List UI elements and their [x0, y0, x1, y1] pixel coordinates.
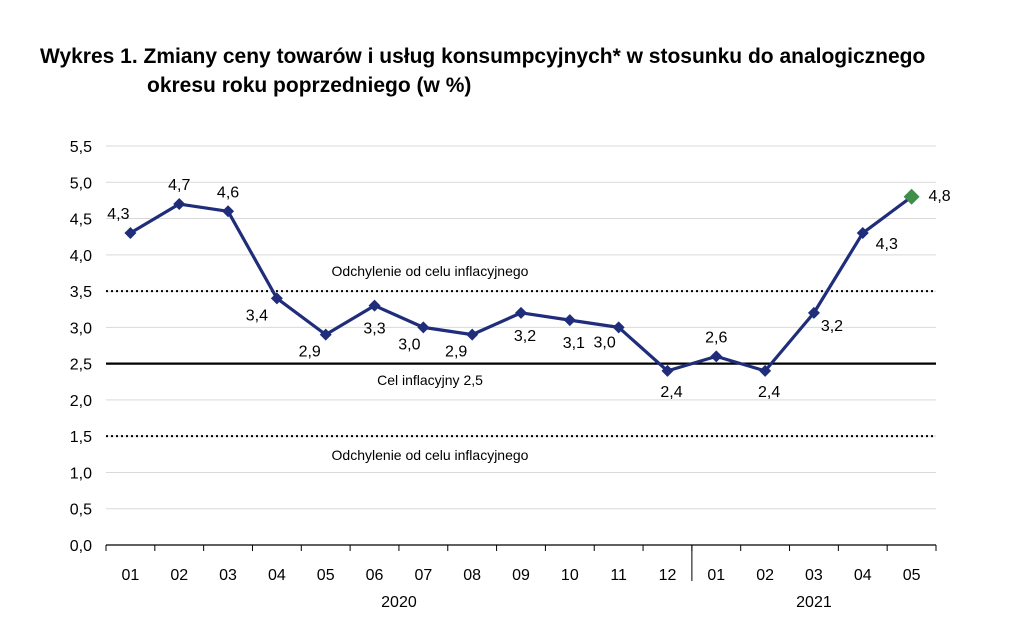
data-label: 3,2: [821, 318, 843, 335]
year-label: 2020: [381, 594, 417, 611]
y-tick-label: 0,5: [70, 502, 92, 519]
inflation-target-label: Cel inflacyjny 2,5: [377, 372, 483, 388]
y-tick-label: 2,0: [70, 393, 92, 410]
data-label: 3,2: [514, 328, 536, 345]
y-tick-label: 5,0: [70, 175, 92, 192]
chart-title: Wykres 1. Zmiany ceny towarów i usług ko…: [40, 42, 1000, 100]
x-tick-label: 09: [512, 567, 530, 584]
data-label: 4,6: [217, 184, 239, 201]
data-point: [807, 306, 820, 319]
data-label: 2,9: [445, 344, 467, 361]
tolerance-band-label: Odchylenie od celu inflacyjnego: [332, 447, 529, 463]
y-tick-label: 1,0: [70, 465, 92, 482]
y-tick-label: 3,5: [70, 284, 92, 301]
data-point: [515, 306, 527, 319]
data-label: 3,3: [363, 321, 385, 338]
x-tick-label: 10: [561, 567, 579, 584]
data-point: [612, 321, 625, 334]
x-tick-label: 05: [903, 567, 921, 584]
data-point: [124, 227, 137, 240]
highlight-point: [903, 188, 920, 205]
y-tick-label: 4,0: [70, 248, 92, 265]
data-label: 2,6: [705, 329, 727, 346]
data-point: [173, 198, 186, 211]
data-point: [466, 328, 479, 341]
data-label: 4,3: [876, 236, 898, 253]
data-point: [563, 314, 576, 327]
x-tick-label: 03: [805, 567, 823, 584]
data-point: [856, 227, 869, 240]
x-tick-label: 01: [707, 567, 725, 584]
x-tick-label: 02: [756, 567, 774, 584]
data-label: 2,4: [758, 384, 780, 401]
y-tick-label: 2,5: [70, 357, 92, 374]
data-point: [368, 299, 381, 312]
x-tick-label: 05: [317, 567, 335, 584]
data-label: 3,4: [246, 307, 268, 324]
data-label: 2,9: [299, 344, 321, 361]
data-point: [319, 328, 332, 341]
data-label: 2,4: [660, 384, 682, 401]
data-point: [222, 205, 235, 218]
year-label: 2021: [796, 594, 832, 611]
data-point: [661, 364, 674, 377]
data-label: 4,3: [107, 206, 129, 223]
x-tick-label: 11: [610, 567, 627, 584]
y-tick-label: 3,0: [70, 320, 92, 337]
y-tick-label: 0,0: [70, 538, 92, 555]
data-point: [417, 321, 430, 334]
data-label: 3,0: [398, 336, 420, 353]
data-point: [270, 292, 283, 305]
x-tick-label: 01: [122, 567, 140, 584]
data-label: 4,8: [928, 188, 950, 205]
x-tick-label: 06: [366, 567, 384, 584]
tolerance-band-label: Odchylenie od celu inflacyjnego: [332, 263, 529, 279]
x-tick-label: 04: [854, 567, 872, 584]
y-tick-label: 4,5: [70, 212, 92, 229]
data-label: 3,1: [563, 335, 585, 352]
x-tick-label: 08: [463, 567, 481, 584]
x-tick-label: 03: [219, 567, 237, 584]
x-tick-label: 12: [659, 567, 677, 584]
x-tick-label: 04: [268, 567, 286, 584]
data-label: 3,0: [594, 334, 616, 351]
data-point: [710, 350, 723, 363]
data-label: 4,7: [168, 177, 190, 194]
y-tick-label: 1,5: [70, 429, 92, 446]
data-point: [759, 364, 772, 377]
y-tick-label: 5,5: [70, 139, 92, 156]
x-tick-label: 07: [414, 567, 432, 584]
chart-title-line-1: Wykres 1. Zmiany ceny towarów i usług ko…: [40, 45, 926, 68]
chart-title-line-2: okresu roku poprzedniego (w %): [147, 74, 472, 97]
x-tick-label: 02: [170, 567, 188, 584]
